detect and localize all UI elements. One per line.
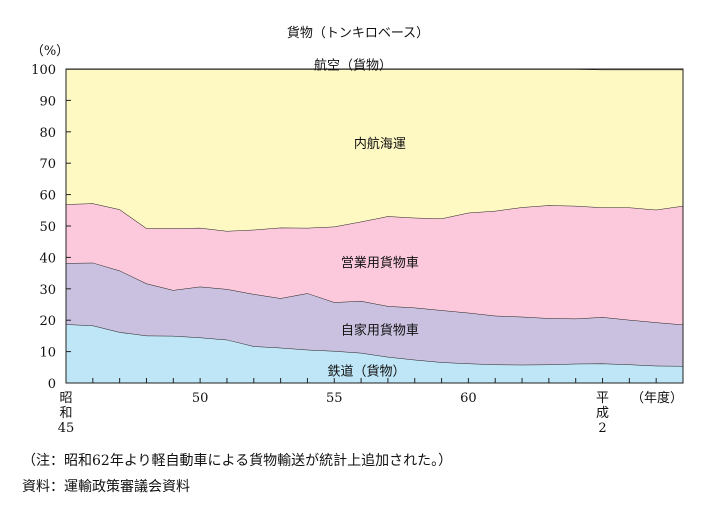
y-tick-label: 0 [48, 377, 56, 392]
area-3 [66, 203, 683, 325]
x-tick-label: 45 [58, 421, 75, 436]
series-label: 航空（貨物） [314, 57, 392, 73]
series-label: 鉄道（貨物） [327, 363, 405, 379]
x-axis-label: （年度） [631, 390, 683, 406]
series-label: 内航海運 [354, 136, 406, 152]
x-tick-label: 昭 [59, 391, 72, 406]
y-tick-label: 10 [39, 346, 56, 361]
area-4 [66, 69, 683, 231]
y-tick-label: 20 [39, 314, 56, 329]
y-tick-label: 100 [31, 63, 56, 78]
y-tick-label: 70 [39, 157, 56, 172]
y-tick-label: 90 [39, 94, 56, 109]
series-label: 自家用貨物車 [341, 323, 419, 339]
y-tick-label: 30 [39, 283, 56, 298]
x-tick-label: 和 [59, 406, 72, 421]
series-label: 営業用貨物車 [341, 255, 419, 271]
footnote: （注：昭和62年より軽自動車による貨物輸送が統計上追加された。） [22, 453, 453, 469]
x-tick-label: 50 [192, 391, 209, 406]
y-tick-label: 50 [39, 220, 56, 235]
y-tick-label: 60 [39, 189, 56, 204]
area-1 [66, 324, 683, 383]
y-tick-label: 40 [39, 251, 56, 266]
source-note: 資料：運輸政策審議会資料 [22, 479, 190, 495]
x-tick-label: 平 [596, 391, 609, 406]
y-axis-label: （%） [31, 44, 69, 59]
axes [65, 68, 684, 384]
chart-title: 貨物（トンキロベース） [287, 25, 429, 41]
x-tick-label: 55 [326, 391, 343, 406]
x-tick-label: 成 [596, 406, 609, 421]
y-tick-label: 80 [39, 126, 56, 141]
x-tick-label: 60 [460, 391, 477, 406]
area-layers [65, 68, 684, 383]
x-tick-label: 2 [598, 421, 606, 436]
